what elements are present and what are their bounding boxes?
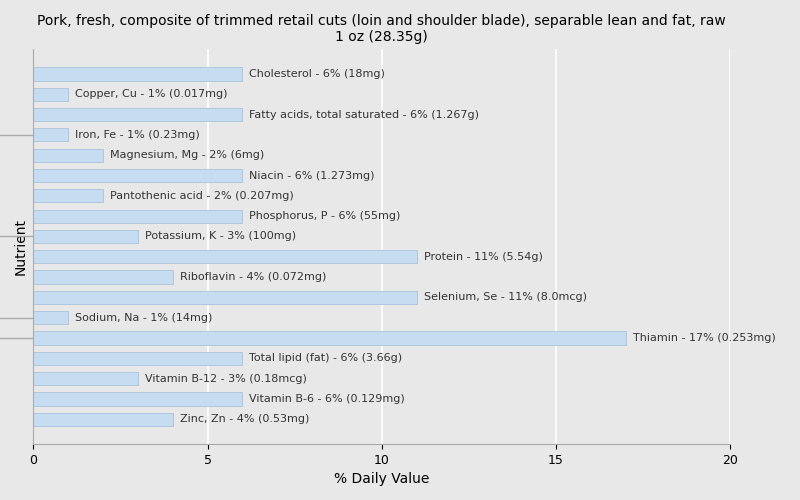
Bar (34, 148, 103, 162)
Text: Niacin - 6% (1.273mg): Niacin - 6% (1.273mg) (250, 170, 375, 180)
Bar (34, 372, 138, 386)
Text: Protein - 11% (5.54g): Protein - 11% (5.54g) (424, 252, 542, 262)
Bar (34, 270, 173, 283)
Text: Thiamin - 17% (0.253mg): Thiamin - 17% (0.253mg) (633, 333, 775, 343)
Bar (34, 412, 173, 426)
Bar (34, 332, 626, 344)
Text: Zinc, Zn - 4% (0.53mg): Zinc, Zn - 4% (0.53mg) (180, 414, 309, 424)
Text: Sodium, Na - 1% (14mg): Sodium, Na - 1% (14mg) (75, 312, 213, 322)
Text: Magnesium, Mg - 2% (6mg): Magnesium, Mg - 2% (6mg) (110, 150, 264, 160)
Bar (34, 88, 68, 101)
Text: Selenium, Se - 11% (8.0mcg): Selenium, Se - 11% (8.0mcg) (424, 292, 586, 302)
Text: Potassium, K - 3% (100mg): Potassium, K - 3% (100mg) (145, 232, 296, 241)
Text: Pantothenic acid - 2% (0.207mg): Pantothenic acid - 2% (0.207mg) (110, 191, 294, 201)
Bar (34, 311, 68, 324)
Bar (34, 169, 242, 182)
Bar (34, 128, 68, 141)
Text: Vitamin B-12 - 3% (0.18mcg): Vitamin B-12 - 3% (0.18mcg) (145, 374, 306, 384)
Bar (34, 230, 138, 243)
Text: Riboflavin - 4% (0.072mg): Riboflavin - 4% (0.072mg) (180, 272, 326, 282)
Bar (34, 210, 242, 223)
Text: Vitamin B-6 - 6% (0.129mg): Vitamin B-6 - 6% (0.129mg) (250, 394, 405, 404)
Text: Iron, Fe - 1% (0.23mg): Iron, Fe - 1% (0.23mg) (75, 130, 200, 140)
Bar (34, 250, 417, 264)
Bar (34, 352, 242, 365)
Bar (34, 108, 242, 121)
Bar (34, 392, 242, 406)
Text: Fatty acids, total saturated - 6% (1.267g): Fatty acids, total saturated - 6% (1.267… (250, 110, 479, 120)
X-axis label: % Daily Value: % Daily Value (334, 472, 430, 486)
Y-axis label: Nutrient: Nutrient (14, 218, 28, 275)
Bar (34, 189, 103, 202)
Text: Cholesterol - 6% (18mg): Cholesterol - 6% (18mg) (250, 69, 386, 79)
Bar (34, 291, 417, 304)
Bar (34, 68, 242, 80)
Title: Pork, fresh, composite of trimmed retail cuts (loin and shoulder blade), separab: Pork, fresh, composite of trimmed retail… (38, 14, 726, 44)
Text: Total lipid (fat) - 6% (3.66g): Total lipid (fat) - 6% (3.66g) (250, 354, 402, 364)
Text: Phosphorus, P - 6% (55mg): Phosphorus, P - 6% (55mg) (250, 211, 401, 221)
Text: Copper, Cu - 1% (0.017mg): Copper, Cu - 1% (0.017mg) (75, 90, 228, 100)
